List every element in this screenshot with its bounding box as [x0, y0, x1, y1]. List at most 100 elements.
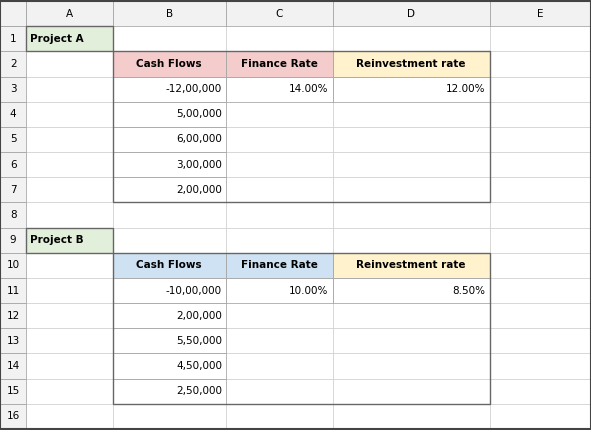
Bar — [112, 26, 226, 51]
Bar — [0, 77, 27, 102]
Bar — [333, 1, 489, 26]
Text: 12: 12 — [7, 311, 20, 321]
Bar — [489, 227, 591, 253]
Bar — [27, 404, 112, 429]
Text: 11: 11 — [7, 286, 20, 295]
Bar — [0, 278, 27, 303]
Bar — [112, 404, 226, 429]
Bar — [0, 353, 27, 379]
Bar — [226, 203, 333, 227]
Bar — [333, 253, 489, 278]
Bar — [27, 152, 112, 177]
Bar — [0, 1, 27, 26]
Bar — [333, 77, 489, 102]
Bar — [112, 77, 226, 102]
Bar — [489, 379, 591, 404]
Bar — [27, 1, 112, 26]
Bar — [27, 1, 112, 26]
Bar — [0, 26, 27, 51]
Bar — [333, 353, 489, 379]
Bar — [27, 328, 112, 353]
Bar — [489, 152, 591, 177]
Bar — [112, 379, 226, 404]
Bar — [0, 152, 27, 177]
Bar — [112, 353, 226, 379]
Bar — [226, 253, 333, 278]
Bar — [333, 102, 489, 127]
Bar — [27, 127, 112, 152]
Bar — [226, 278, 333, 303]
Bar — [226, 303, 333, 328]
Bar — [0, 26, 27, 51]
Text: 14: 14 — [7, 361, 20, 371]
Bar — [489, 26, 591, 51]
Bar — [112, 102, 226, 127]
Bar — [0, 152, 27, 177]
Bar — [112, 177, 226, 203]
Text: 15: 15 — [7, 386, 20, 396]
Bar — [27, 26, 112, 51]
Bar — [0, 303, 27, 328]
Bar — [0, 303, 27, 328]
Bar — [112, 278, 226, 303]
Text: -12,00,000: -12,00,000 — [166, 84, 222, 94]
Text: 8.50%: 8.50% — [453, 286, 486, 295]
Bar — [226, 26, 333, 51]
Bar — [27, 353, 112, 379]
Bar — [226, 77, 333, 102]
Bar — [226, 1, 333, 26]
Bar — [489, 1, 591, 26]
Bar — [0, 404, 27, 429]
Bar — [112, 51, 489, 203]
Bar — [112, 177, 226, 203]
Bar — [0, 177, 27, 203]
Bar — [489, 51, 591, 77]
Text: 5,00,000: 5,00,000 — [176, 109, 222, 119]
Bar — [333, 51, 489, 77]
Bar — [226, 152, 333, 177]
Bar — [333, 379, 489, 404]
Text: 8: 8 — [10, 210, 17, 220]
Bar — [333, 203, 489, 227]
Bar — [226, 404, 333, 429]
Bar — [27, 227, 112, 253]
Text: 5: 5 — [10, 135, 17, 144]
Text: 6,00,000: 6,00,000 — [176, 135, 222, 144]
Text: 3: 3 — [10, 84, 17, 94]
Bar — [112, 253, 489, 404]
Text: 6: 6 — [10, 160, 17, 170]
Bar — [112, 328, 226, 353]
Bar — [226, 77, 333, 102]
Bar — [0, 253, 27, 278]
Text: 10: 10 — [7, 260, 20, 270]
Bar — [112, 278, 226, 303]
Bar — [27, 227, 112, 253]
Bar — [112, 328, 226, 353]
Text: Cash Flows: Cash Flows — [137, 59, 202, 69]
Bar — [489, 77, 591, 102]
Bar — [112, 77, 226, 102]
Text: 12.00%: 12.00% — [446, 84, 486, 94]
Bar — [0, 379, 27, 404]
Text: 2,00,000: 2,00,000 — [176, 311, 222, 321]
Bar — [226, 227, 333, 253]
Bar — [333, 278, 489, 303]
Bar — [27, 102, 112, 127]
Bar — [0, 127, 27, 152]
Bar — [333, 1, 489, 26]
Bar — [27, 278, 112, 303]
Bar — [0, 77, 27, 102]
Bar — [112, 303, 226, 328]
Text: 16: 16 — [7, 412, 20, 421]
Text: Reinvestment rate: Reinvestment rate — [356, 260, 466, 270]
Bar — [27, 177, 112, 203]
Bar — [226, 1, 333, 26]
Bar — [333, 51, 489, 77]
Bar — [112, 1, 226, 26]
Bar — [112, 152, 226, 177]
Bar — [0, 353, 27, 379]
Bar — [226, 379, 333, 404]
Bar — [333, 152, 489, 177]
Bar — [27, 203, 112, 227]
Bar — [112, 203, 226, 227]
